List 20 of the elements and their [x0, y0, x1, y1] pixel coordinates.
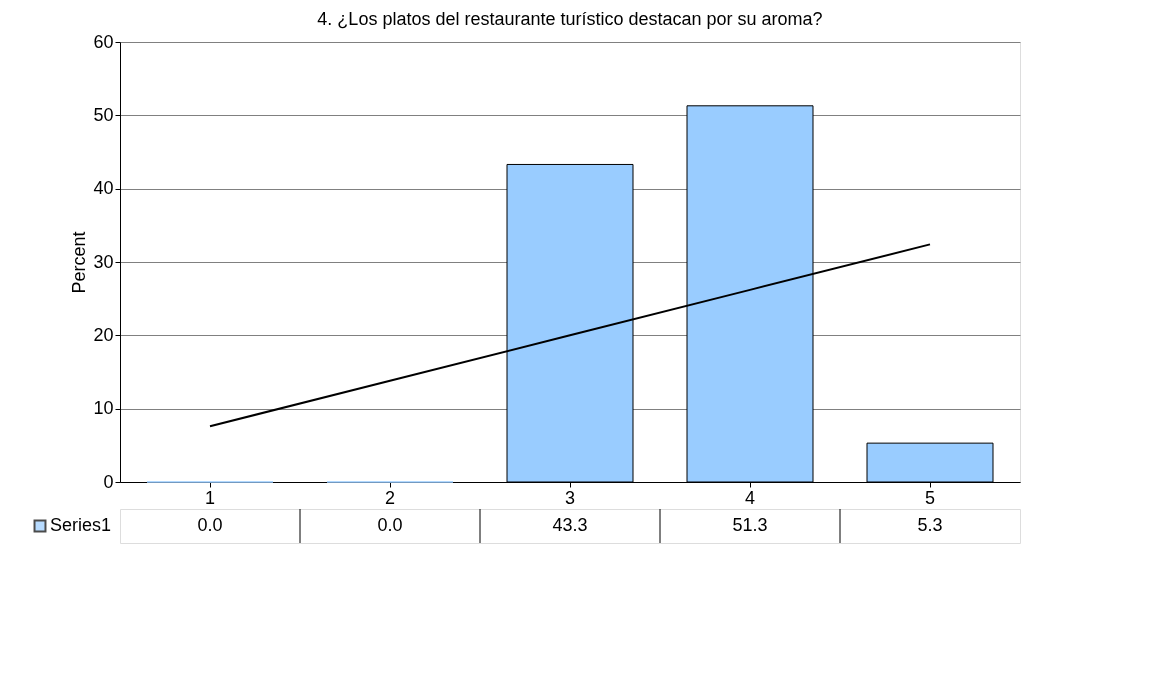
data-label: 51.3 — [732, 515, 768, 535]
y-tick-label: 0 — [103, 471, 114, 492]
x-tick-label: 2 — [384, 487, 396, 508]
y-axis-title: Percent — [69, 231, 90, 294]
y-tick-label: 20 — [93, 324, 114, 345]
chart-title: 4. ¿Los platos del restaurante turístico destacan por su aroma? — [317, 9, 823, 29]
data-label: 0.0 — [377, 515, 403, 535]
y-tick-label: 30 — [93, 251, 114, 272]
y-tick-label: 60 — [93, 31, 114, 52]
data-label: 0.0 — [197, 515, 223, 535]
x-tick-label: 3 — [564, 487, 576, 508]
x-tick-label: 4 — [744, 487, 756, 508]
y-tick-label: 10 — [93, 398, 114, 419]
y-tick-label: 40 — [93, 178, 114, 199]
legend-label: Series1 — [50, 515, 112, 535]
x-tick-label: 1 — [204, 487, 216, 508]
data-label: 5.3 — [917, 515, 943, 535]
data-label: 43.3 — [552, 515, 588, 535]
x-tick-label: 5 — [924, 487, 936, 508]
y-tick-label: 50 — [93, 104, 114, 125]
